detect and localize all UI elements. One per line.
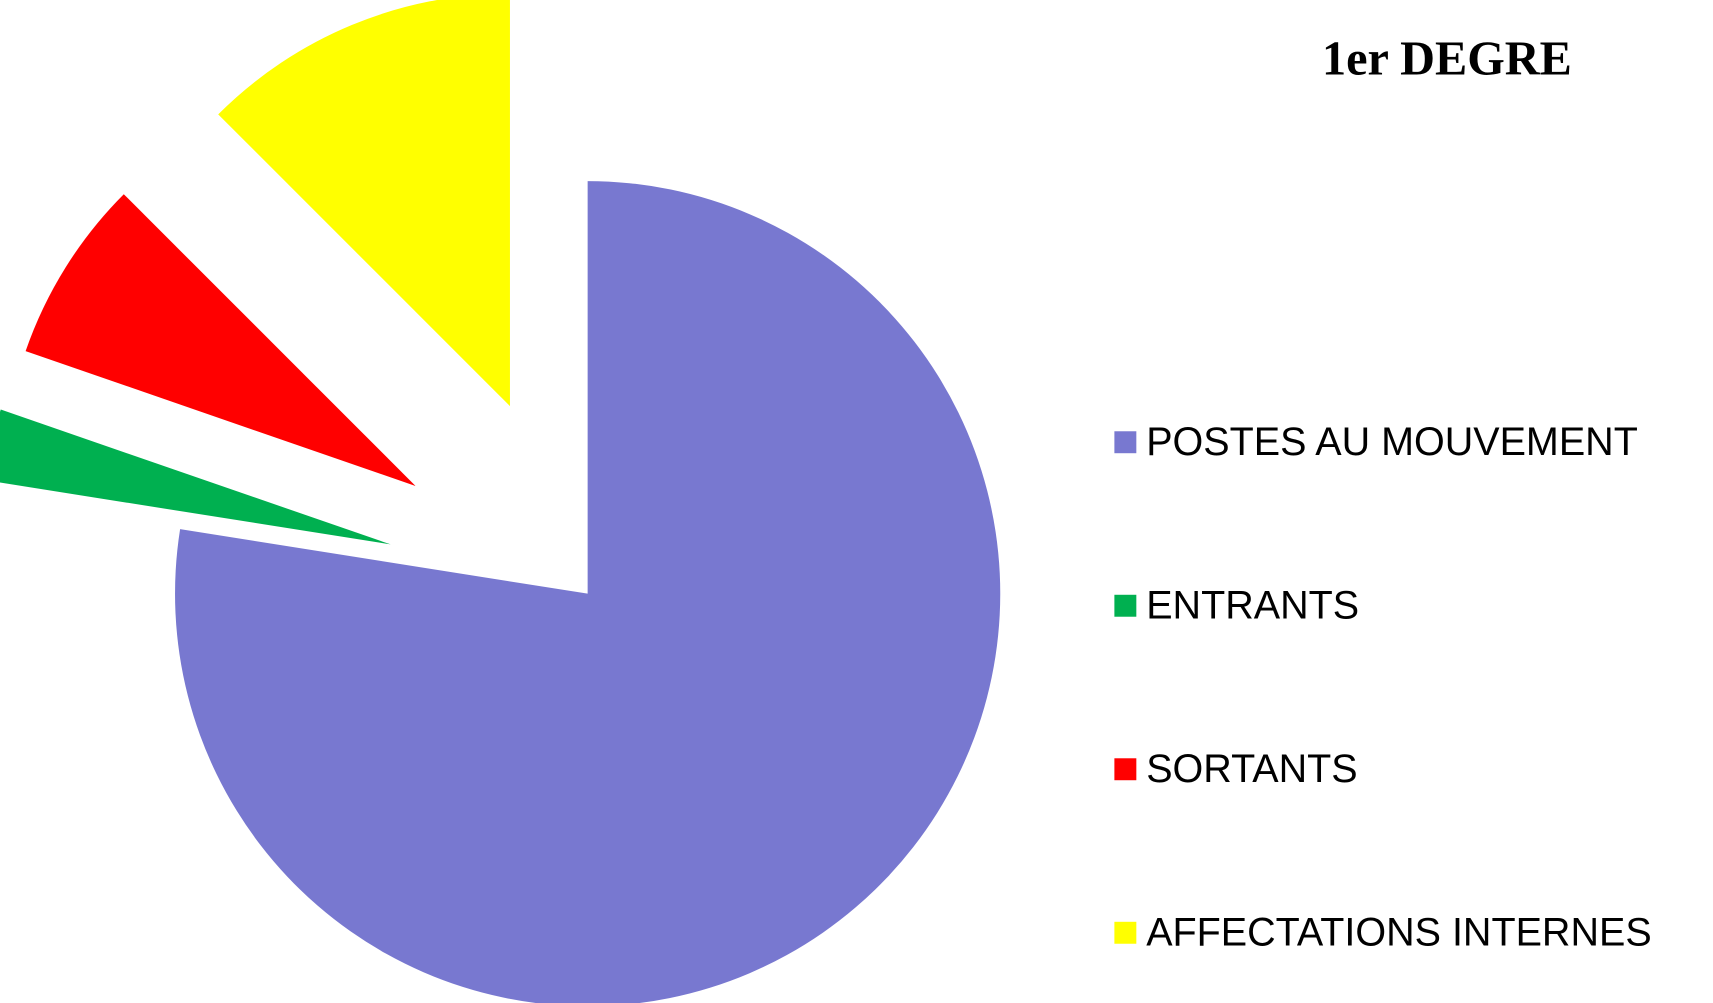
legend-swatch <box>1114 431 1137 454</box>
pie-slice <box>25 194 416 486</box>
chart-title: 1er DEGRE <box>1322 33 1572 86</box>
legend-label: SORTANTS <box>1146 747 1357 791</box>
legend-swatch <box>1114 921 1137 944</box>
legend-label: AFFECTATIONS INTERNES <box>1146 910 1651 954</box>
legend-swatch <box>1114 594 1137 617</box>
pie-slice <box>218 0 510 407</box>
legend-label: POSTES AU MOUVEMENT <box>1146 420 1638 464</box>
pie-slice <box>0 409 391 545</box>
pie-slice <box>175 181 1001 1003</box>
legend-label: ENTRANTS <box>1146 583 1359 627</box>
legend-swatch <box>1114 758 1137 781</box>
